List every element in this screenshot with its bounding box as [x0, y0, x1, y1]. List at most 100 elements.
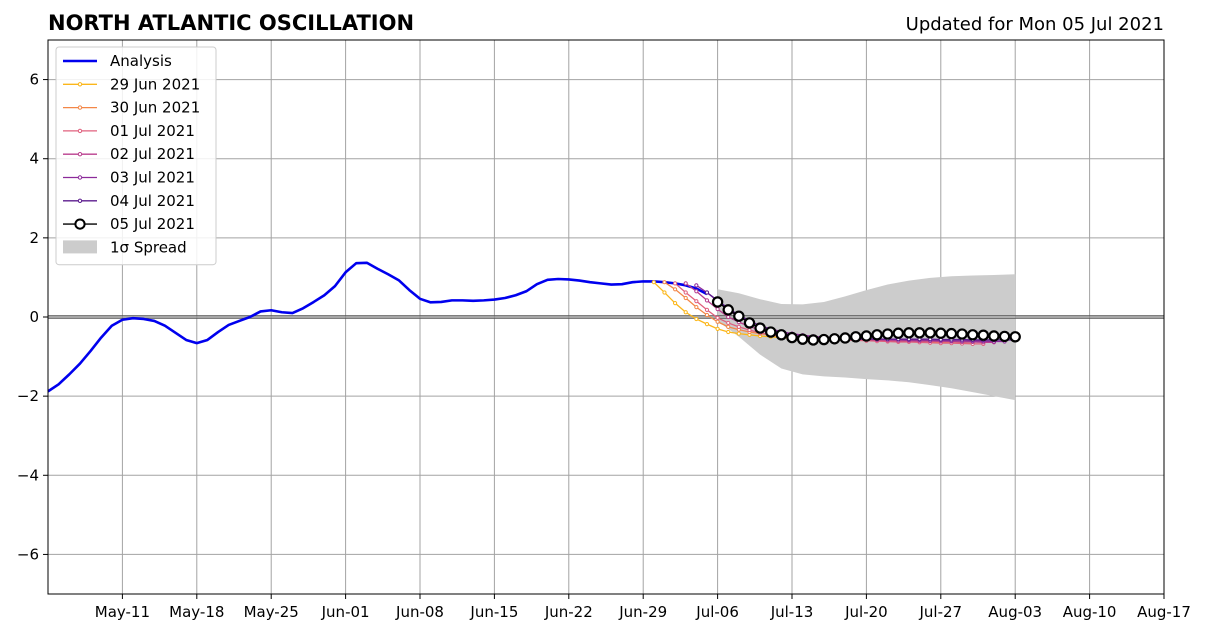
x-tick-label: Jun-15: [469, 603, 518, 621]
data-point: [715, 326, 720, 331]
data-point: [881, 328, 894, 340]
data-point: [672, 281, 678, 286]
data-point: [754, 322, 766, 334]
legend-swatch-marker: [77, 128, 83, 134]
y-tick-label: 0: [29, 308, 39, 326]
data-point: [711, 296, 724, 308]
legend-label: 30 Jun 2021: [110, 99, 200, 117]
data-point: [736, 331, 741, 336]
zero-line: [48, 315, 1164, 319]
x-tick-label: Jun-01: [321, 603, 370, 621]
legend-label: 1σ Spread: [110, 238, 187, 256]
data-point: [704, 290, 710, 295]
x-tick-label: Aug-17: [1137, 603, 1191, 621]
data-point: [736, 324, 741, 329]
data-point: [1009, 331, 1021, 343]
legend-swatch-marker: [77, 152, 83, 157]
data-point: [672, 287, 678, 292]
series-line-analysis: [47, 261, 708, 393]
data-point: [704, 312, 710, 318]
updated-date: Updated for Mon 05 Jul 2021: [906, 14, 1164, 35]
y-tick-label: 6: [29, 71, 39, 89]
data-point: [956, 328, 968, 340]
data-point: [977, 329, 990, 341]
axes: May-11 May-18 May-25 Jun-01 Jun-08 Jun-15 Jun-…: [17, 39, 1191, 621]
legend-handle: [63, 175, 97, 180]
legend-label: 29 Jun 2021: [110, 75, 200, 93]
data-point: [860, 330, 873, 342]
x-tick-label: Jun-29: [618, 603, 667, 621]
data-point: [694, 283, 699, 288]
data-point: [662, 280, 667, 285]
data-point: [683, 295, 688, 301]
legend-label: 04 Jul 2021: [110, 192, 195, 210]
data-point: [850, 331, 862, 343]
y-tick-label: 4: [29, 150, 39, 168]
legend-handle: [63, 240, 97, 254]
legend-handle: [63, 218, 97, 230]
x-tick-label: Jul-20: [844, 603, 888, 621]
legend-handle: [63, 152, 97, 157]
data-point: [913, 327, 926, 339]
legend-swatch-marker: [77, 82, 83, 87]
data-point: [694, 299, 699, 304]
legend-swatch-marker: [77, 105, 83, 110]
data-point: [715, 306, 720, 312]
x-tick-label: May-18: [169, 603, 224, 621]
data-point: [715, 319, 720, 324]
data-point: [672, 301, 678, 306]
data-point: [839, 332, 851, 344]
data-point: [683, 310, 688, 315]
data-point: [828, 333, 841, 345]
data-point: [818, 333, 830, 346]
data-point: [715, 315, 720, 320]
data-point: [892, 327, 904, 339]
legend-label: 03 Jul 2021: [110, 169, 195, 187]
data-point: [733, 310, 745, 322]
x-tick-label: May-25: [244, 603, 299, 621]
series-group: [47, 261, 1021, 393]
x-tick-label: Jun-22: [544, 603, 593, 621]
legend-label: 01 Jul 2021: [110, 122, 195, 140]
legend-swatch-marker: [77, 175, 83, 180]
data-point: [726, 320, 731, 326]
x-tick-label: Jul-27: [918, 603, 962, 621]
legend-swatch-marker: [74, 218, 86, 230]
data-point: [871, 329, 883, 341]
data-point: [796, 333, 809, 345]
data-point: [945, 327, 958, 340]
data-point: [765, 326, 777, 338]
data-point: [786, 331, 798, 344]
y-tick-label: −4: [17, 466, 39, 484]
data-point: [747, 327, 752, 333]
x-tick-label: May-11: [95, 603, 150, 621]
legend-swatch-marker: [77, 198, 83, 204]
data-point: [726, 314, 731, 320]
legend: Analysis 29 Jun 2021 30 Jun 2021 01 Jul 202…: [55, 46, 217, 266]
data-point: [924, 327, 936, 339]
data-point: [683, 290, 688, 295]
data-point: [726, 329, 731, 335]
data-point: [662, 290, 667, 295]
data-point: [998, 330, 1011, 343]
legend-label: 05 Jul 2021: [110, 215, 195, 233]
data-point: [775, 329, 788, 341]
data-point: [903, 327, 915, 339]
legend-label: 02 Jul 2021: [110, 145, 195, 163]
legend-label: Analysis: [110, 52, 172, 70]
data-point: [651, 280, 656, 285]
y-tick-label: −6: [17, 545, 39, 563]
data-point: [722, 304, 734, 316]
legend-handle: [63, 105, 97, 110]
data-point: [726, 324, 731, 329]
x-tick-label: Aug-03: [988, 603, 1042, 621]
data-point: [988, 330, 1000, 342]
data-point: [966, 329, 979, 341]
data-point: [743, 317, 756, 329]
data-point: [694, 305, 699, 310]
y-tick-label: −2: [17, 387, 39, 405]
x-tick-label: Jul-13: [770, 603, 814, 621]
x-tick-label: Jul-06: [695, 603, 739, 621]
